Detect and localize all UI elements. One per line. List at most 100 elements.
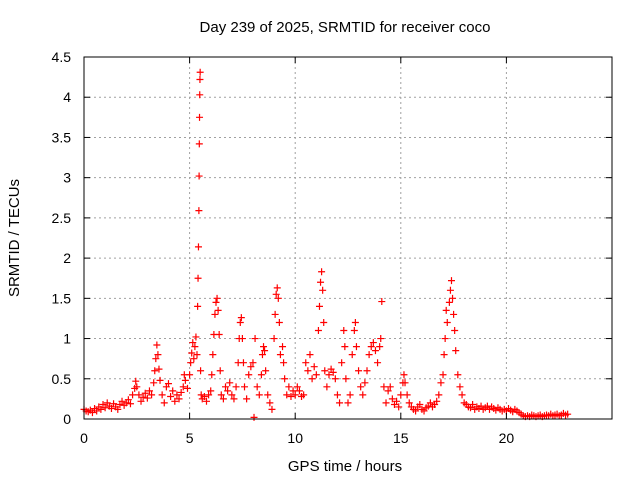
data-point [325,371,333,379]
data-point [270,335,278,343]
data-point [257,371,265,379]
data-point [219,395,227,403]
data-point [361,379,369,387]
data-point [250,413,258,421]
data-point [293,383,301,391]
data-point [173,391,181,399]
y-tick-label: 3 [63,170,71,186]
data-point [169,387,177,395]
y-tick-label: 3.5 [52,129,72,145]
y-axis-label: SRMTID / TECUs [6,179,23,297]
data-point [226,379,234,387]
y-tick-label: 2.5 [52,210,72,226]
data-point [384,387,392,395]
data-point [181,376,189,384]
data-point [310,363,318,371]
y-tick-label: 2 [63,250,71,266]
data-point [143,394,151,402]
data-point [194,243,202,251]
data-point [167,392,175,400]
data-point [215,331,223,339]
data-point [205,391,213,399]
data-point [222,383,230,391]
data-point [318,268,326,276]
data-point [189,339,197,347]
data-point [320,318,328,326]
data-point [302,359,310,367]
data-point [158,391,166,399]
data-point [160,399,168,407]
data-point [359,391,367,399]
data-point [350,327,358,335]
data-point [291,391,299,399]
data-point [197,391,205,399]
y-tick-label: 0 [63,411,71,427]
data-point [212,298,220,306]
data-point [371,347,379,355]
data-point [446,286,454,294]
data-point [171,397,179,405]
data-point [190,355,198,363]
data-point [239,359,247,367]
data-point [435,391,443,399]
data-point [426,399,434,407]
data-point [336,399,344,407]
y-tick-label: 1 [63,331,71,347]
data-point [249,359,257,367]
data-point [441,335,449,343]
data-point [289,387,297,395]
data-point [230,395,238,403]
data-point [340,327,348,335]
data-point [191,343,199,351]
data-point [258,351,266,359]
data-point [207,387,215,395]
data-point [197,367,205,375]
x-axis-label: GPS time / hours [288,458,402,475]
data-point [352,343,360,351]
data-point [329,368,337,376]
data-point [456,383,464,391]
data-point [331,375,339,383]
data-point [342,375,350,383]
data-point [300,391,308,399]
data-point [348,351,356,359]
data-point [393,397,401,405]
data-point [137,397,145,405]
data-point [183,384,191,392]
data-point [276,351,284,359]
data-point [280,359,288,367]
data-point [279,343,287,351]
data-point [449,294,457,302]
data-point [247,363,255,371]
y-tick-label: 4.5 [52,49,72,65]
data-point [458,391,466,399]
data-point [321,367,329,375]
data-point [217,391,225,399]
data-point [416,401,424,409]
data-point [196,113,204,121]
data-point [319,286,327,294]
data-point [357,383,365,391]
data-point [367,343,375,351]
data-point [145,387,153,395]
data-point [285,383,293,391]
data-point [369,339,377,347]
data-point [93,407,101,415]
data-point [139,393,147,401]
data-point [141,389,149,397]
data-point [273,284,281,292]
data-point [101,404,109,412]
data-point [264,391,272,399]
data-point [213,294,221,302]
data-marks [80,68,572,421]
data-point [126,400,134,408]
data-point [194,302,202,310]
data-point [133,383,141,391]
data-point [260,343,268,351]
data-point [272,290,280,298]
data-point [401,379,409,387]
data-point [440,351,448,359]
data-point [196,91,204,99]
grid-lines [84,57,612,419]
data-point [175,395,183,403]
